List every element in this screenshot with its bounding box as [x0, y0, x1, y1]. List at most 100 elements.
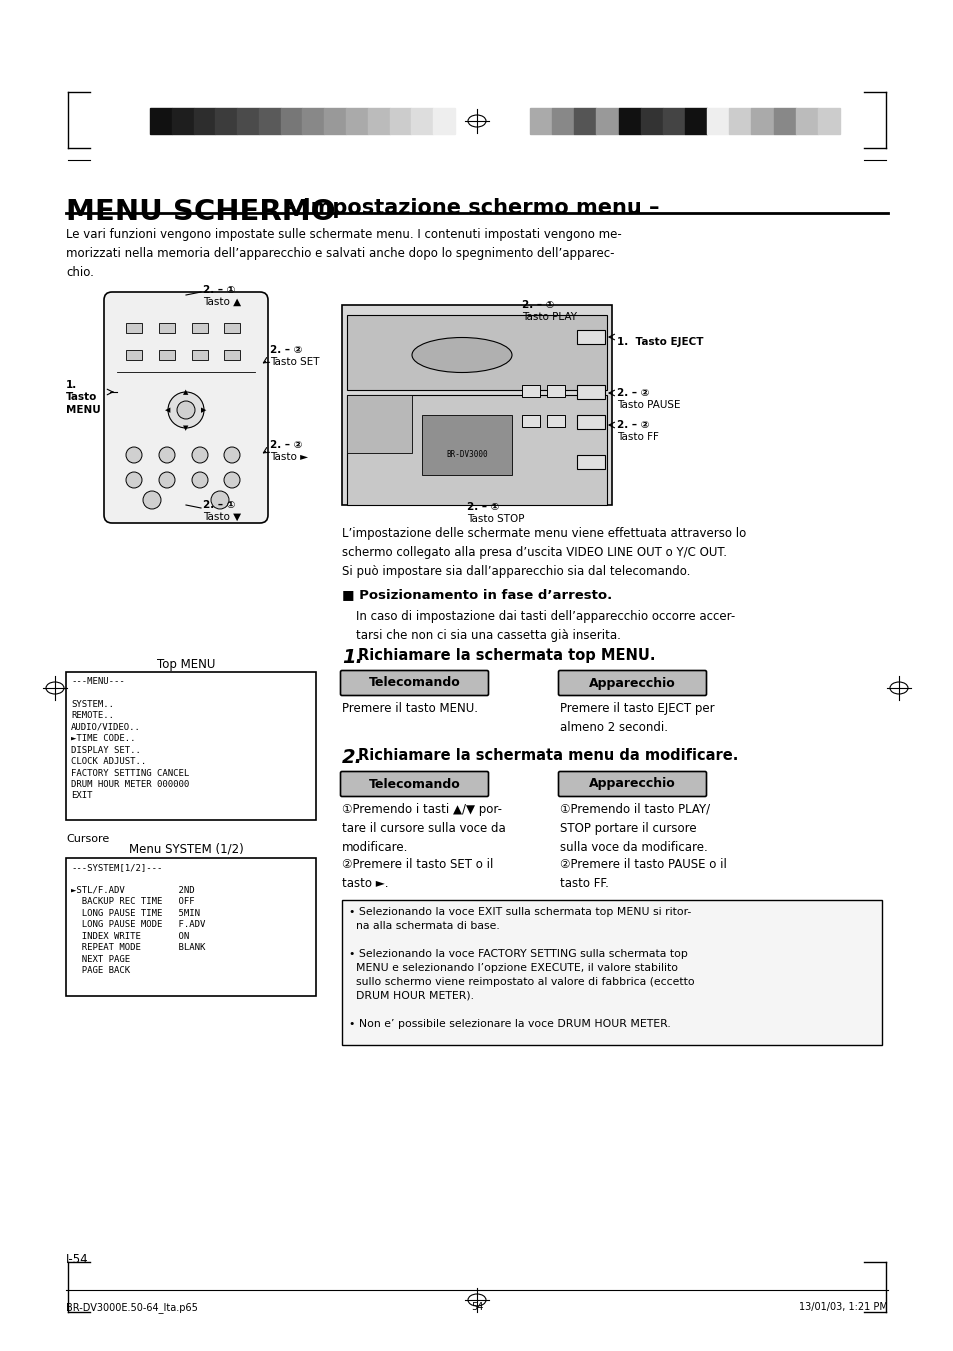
Text: Richiamare la schermata menu da modificare.: Richiamare la schermata menu da modifica…	[357, 748, 738, 763]
Text: 2. – ①: 2. – ①	[467, 503, 498, 512]
Text: MENU SCHERMO: MENU SCHERMO	[66, 199, 335, 226]
Bar	[159, 350, 174, 359]
Text: Premere il tasto MENU.: Premere il tasto MENU.	[341, 703, 477, 715]
Text: Menu SYSTEM (1/2): Menu SYSTEM (1/2)	[129, 842, 243, 855]
Text: ▼: ▼	[183, 426, 189, 431]
Text: ▲: ▲	[183, 389, 189, 394]
Bar	[66, 858, 315, 996]
Bar	[546, 415, 564, 427]
Text: ▶: ▶	[201, 407, 207, 413]
Bar	[577, 330, 604, 345]
Bar	[126, 350, 142, 359]
Text: ■ Posizionamento in fase d’arresto.: ■ Posizionamento in fase d’arresto.	[341, 588, 612, 601]
Text: ◀: ◀	[165, 407, 171, 413]
Bar	[66, 671, 315, 820]
FancyBboxPatch shape	[104, 292, 268, 523]
FancyBboxPatch shape	[340, 771, 488, 797]
Bar	[192, 323, 208, 332]
Text: BR-DV3000E.50-64_Ita.p65: BR-DV3000E.50-64_Ita.p65	[66, 1302, 197, 1313]
Bar	[389, 108, 411, 134]
Text: 13/01/03, 1:21 PM: 13/01/03, 1:21 PM	[799, 1302, 887, 1312]
Bar	[662, 108, 684, 134]
Circle shape	[177, 401, 194, 419]
Text: 2. – ②: 2. – ②	[270, 440, 302, 450]
Bar	[521, 385, 539, 397]
Text: 1.: 1.	[341, 648, 363, 667]
Text: 1.
Tasto
MENU: 1. Tasto MENU	[66, 380, 101, 415]
Text: Apparecchio: Apparecchio	[589, 677, 675, 689]
Bar	[193, 108, 215, 134]
Bar	[302, 108, 324, 134]
Bar	[521, 415, 539, 427]
Circle shape	[159, 471, 174, 488]
Text: Telecomando: Telecomando	[368, 677, 460, 689]
Text: Premere il tasto EJECT per
almeno 2 secondi.: Premere il tasto EJECT per almeno 2 seco…	[559, 703, 714, 734]
Bar	[347, 315, 606, 390]
Bar	[347, 394, 412, 453]
Text: Tasto ▼: Tasto ▼	[203, 512, 241, 521]
Text: Telecomando: Telecomando	[368, 777, 460, 790]
Bar	[258, 108, 280, 134]
Circle shape	[126, 447, 142, 463]
Text: 2. – ①: 2. – ①	[203, 500, 235, 509]
Text: ---SYSTEM[1/2]---

►STL/F.ADV          2ND
  BACKUP REC TIME   OFF
  LONG PAUSE : ---SYSTEM[1/2]--- ►STL/F.ADV 2ND BACKUP …	[71, 863, 205, 975]
Text: Apparecchio: Apparecchio	[589, 777, 675, 790]
Bar	[368, 108, 389, 134]
Text: 2.: 2.	[341, 748, 363, 767]
Text: 2. – ②: 2. – ②	[617, 420, 649, 430]
Text: ①Premendo i tasti ▲/▼ por-
tare il cursore sulla voce da
modificare.: ①Premendo i tasti ▲/▼ por- tare il curso…	[341, 802, 505, 854]
Bar	[341, 900, 882, 1046]
Bar	[280, 108, 302, 134]
Text: Tasto PLAY: Tasto PLAY	[521, 312, 577, 322]
Circle shape	[192, 471, 208, 488]
Bar	[684, 108, 706, 134]
Bar	[215, 108, 237, 134]
Text: ---MENU---

SYSTEM..
REMOTE..
AUDIO/VIDEO..
►TIME CODE..
DISPLAY SET..
CLOCK ADJ: ---MENU--- SYSTEM.. REMOTE.. AUDIO/VIDEO…	[71, 677, 189, 801]
Text: ①Premendo il tasto PLAY/
STOP portare il cursore
sulla voce da modificare.: ①Premendo il tasto PLAY/ STOP portare il…	[559, 802, 709, 854]
Text: – Impostazione schermo menu –: – Impostazione schermo menu –	[277, 199, 659, 218]
Bar	[192, 350, 208, 359]
Bar	[150, 108, 172, 134]
Text: 2. – ②: 2. – ②	[617, 388, 649, 399]
Text: Tasto SET: Tasto SET	[270, 357, 319, 367]
Bar	[224, 350, 240, 359]
Bar	[618, 108, 640, 134]
FancyBboxPatch shape	[558, 771, 706, 797]
Text: BR-DV3000: BR-DV3000	[446, 450, 487, 459]
Bar	[795, 108, 817, 134]
Text: Le vari funzioni vengono impostate sulle schermate menu. I contenuti impostati v: Le vari funzioni vengono impostate sulle…	[66, 228, 621, 280]
Bar	[577, 385, 604, 399]
Bar	[773, 108, 795, 134]
Circle shape	[224, 471, 240, 488]
Bar	[126, 323, 142, 332]
Text: Richiamare la schermata top MENU.: Richiamare la schermata top MENU.	[357, 648, 655, 663]
Bar	[728, 108, 751, 134]
Text: In caso di impostazione dai tasti dell’apparecchio occorre accer-
tarsi che non : In caso di impostazione dai tasti dell’a…	[355, 611, 735, 642]
Bar	[346, 108, 368, 134]
Circle shape	[211, 490, 229, 509]
Text: Tasto FF: Tasto FF	[617, 432, 659, 442]
Bar	[530, 108, 552, 134]
Bar	[347, 394, 606, 505]
Bar	[596, 108, 618, 134]
Bar	[421, 415, 512, 476]
Text: 2. – ②: 2. – ②	[270, 345, 302, 355]
Text: 2. – ①: 2. – ①	[203, 285, 235, 295]
Circle shape	[224, 447, 240, 463]
Circle shape	[159, 447, 174, 463]
Text: L’impostazione delle schermate menu viene effettuata attraverso lo
schermo colle: L’impostazione delle schermate menu vien…	[341, 527, 745, 578]
Text: Tasto ►: Tasto ►	[270, 453, 308, 462]
Circle shape	[143, 490, 161, 509]
Bar	[706, 108, 728, 134]
Text: ②Premere il tasto SET o il
tasto ►.: ②Premere il tasto SET o il tasto ►.	[341, 858, 493, 890]
Text: Cursore: Cursore	[66, 834, 110, 844]
Text: Tasto PAUSE: Tasto PAUSE	[617, 400, 679, 409]
Bar	[552, 108, 574, 134]
Ellipse shape	[412, 338, 512, 373]
Text: I-54: I-54	[66, 1252, 89, 1266]
Bar	[577, 455, 604, 469]
FancyBboxPatch shape	[558, 670, 706, 696]
Circle shape	[192, 447, 208, 463]
Text: 1.  Tasto EJECT: 1. Tasto EJECT	[617, 336, 702, 347]
Text: 2. – ①: 2. – ①	[521, 300, 554, 309]
